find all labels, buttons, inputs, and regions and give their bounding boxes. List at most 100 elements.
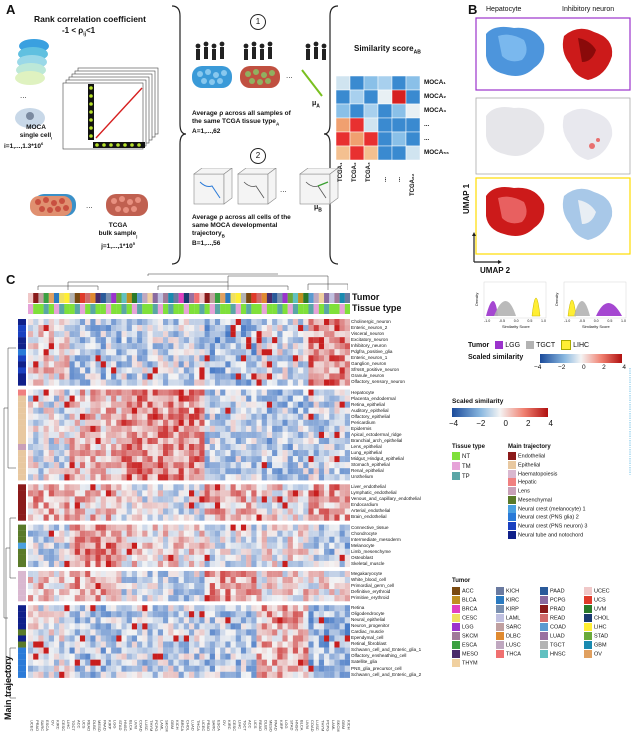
heatmap-cell [235, 349, 242, 356]
column-tick-label: OV [222, 720, 227, 726]
heatmap-cell [214, 468, 221, 475]
heatmap-cell [74, 502, 81, 509]
heatmap-cell [261, 611, 267, 618]
heatmap-cell [90, 484, 96, 491]
heatmap-cell [324, 548, 330, 555]
tissue-annotation-cell [298, 304, 304, 314]
heatmap-cell [225, 542, 231, 549]
heatmap-cell [100, 611, 106, 618]
heatmap-cell [329, 468, 335, 475]
heatmap-cell [318, 659, 325, 666]
heatmap-cell [173, 548, 179, 555]
heatmap-cell [105, 611, 112, 618]
column-tick-label: MESO [269, 720, 274, 732]
tumor-annotation-cell [105, 293, 112, 303]
heatmap-cell [100, 570, 106, 578]
heatmap-cell [157, 554, 164, 561]
heatmap-cell [303, 635, 309, 642]
heatmap-cell [48, 542, 55, 549]
heatmap-cell [209, 508, 216, 515]
heatmap-cell [344, 444, 350, 451]
heatmap-cell [240, 361, 247, 368]
heatmap-cell [308, 536, 314, 543]
heatmap-cell [240, 437, 247, 445]
heatmap-cell [90, 337, 96, 344]
heatmap-cell [194, 617, 200, 624]
heatmap-cell [225, 653, 231, 660]
heatmap-cell [240, 331, 247, 338]
heatmap-cell [334, 325, 340, 332]
heatmap-cell [147, 496, 153, 503]
heatmap-cell [214, 583, 221, 590]
heatmap-cell [69, 605, 75, 612]
heatmap-cell [272, 502, 278, 509]
heatmap-cell [105, 325, 112, 332]
heatmap-cell [53, 611, 60, 618]
heatmap-cell [194, 671, 200, 678]
heatmap-cell [240, 395, 247, 402]
heatmap-cell [173, 665, 179, 672]
heatmap-cell [220, 331, 226, 338]
heatmap-cell [272, 319, 278, 326]
heatmap-cell [292, 484, 299, 491]
heatmap-cell [344, 379, 350, 386]
heatmap-cell [324, 431, 330, 439]
heatmap-cell [64, 462, 70, 469]
heatmap-cell [137, 595, 143, 602]
tumor-swatch [540, 632, 548, 640]
heatmap-cell [147, 641, 153, 648]
column-tick-label: KIRP [279, 720, 284, 730]
heatmap-cell [308, 496, 314, 503]
heatmap-cell [90, 331, 96, 338]
swatch-nt [452, 452, 460, 461]
heatmap-cell [261, 431, 267, 439]
heatmap-cell [178, 671, 184, 678]
heatmap-cell [85, 456, 91, 463]
heatmap-cell [292, 349, 299, 356]
heatmap-cell [152, 355, 158, 362]
heatmap-cell [64, 389, 70, 396]
heatmap-cell [53, 617, 60, 624]
heatmap-cell [38, 508, 44, 515]
heatmap-cell [292, 611, 299, 618]
heatmap-cell [69, 484, 75, 491]
heatmap-cell [220, 589, 226, 596]
heatmap-cell [163, 629, 169, 636]
heatmap-cell [194, 337, 200, 344]
row-label: Connective_tissue [351, 524, 389, 530]
tumor-legend-item: KIRC [496, 596, 538, 604]
heatmap-cell [266, 361, 273, 368]
heatmap-cell [43, 542, 49, 549]
heatmap-cell [292, 508, 299, 515]
heatmap-cell [324, 331, 330, 338]
heatmap-cell [303, 444, 309, 451]
heatmap-cell [308, 647, 314, 654]
column-tick-label: STAD [118, 720, 123, 730]
heatmap-cell [157, 349, 164, 356]
heatmap-cell [220, 325, 226, 332]
swatch-lgg [495, 341, 504, 349]
heatmap-cell [240, 605, 247, 612]
heatmap-cell [142, 468, 148, 475]
heatmap-cell [235, 542, 242, 549]
heatmap-cell [95, 437, 101, 445]
row-label: Excitatory_neuron [351, 337, 389, 343]
heatmap-cell [334, 373, 340, 380]
heatmap-cell [282, 577, 288, 584]
row-label: Retinal_fibroblast [351, 641, 387, 647]
heatmap-cell [339, 542, 345, 549]
heatmap-cell [38, 514, 44, 521]
heatmap-cell [59, 407, 65, 414]
heatmap-cell [147, 647, 153, 654]
heatmap-cell [74, 468, 81, 475]
heatmap-cell [105, 641, 112, 648]
heatmap-cell [282, 331, 288, 338]
tissue-annotation-cell [324, 304, 330, 314]
rank-range: -1 < ρij<1 [62, 26, 96, 38]
heatmap-cell [298, 349, 304, 356]
tissue-annotation-cell [38, 304, 44, 314]
heatmap-cell [142, 611, 148, 618]
heatmap-cell [318, 468, 325, 475]
heatmap-cell [59, 647, 65, 654]
heatmap-cell [324, 514, 330, 521]
